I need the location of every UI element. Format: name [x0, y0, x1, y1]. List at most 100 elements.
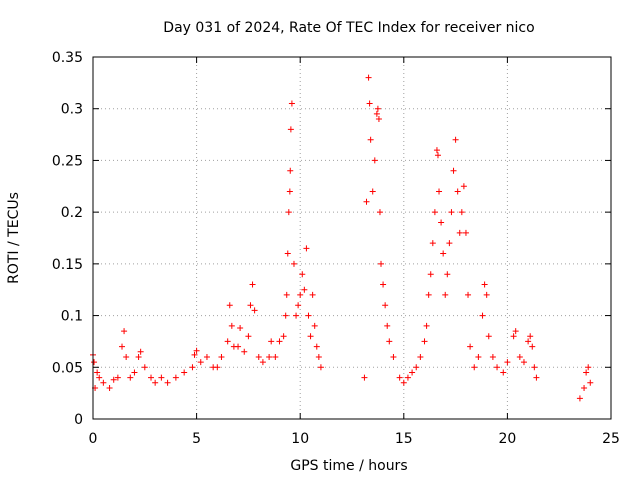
- data-point: [421, 338, 428, 345]
- data-point: [282, 312, 289, 319]
- data-point: [313, 343, 320, 350]
- data-point: [479, 312, 486, 319]
- data-point: [475, 353, 482, 360]
- data-point: [135, 353, 142, 360]
- data-point: [460, 183, 467, 190]
- data-point: [288, 100, 295, 107]
- data-point: [431, 209, 438, 216]
- data-point: [436, 188, 443, 195]
- data-point: [123, 353, 130, 360]
- data-point: [485, 333, 492, 340]
- data-point: [527, 333, 534, 340]
- data-point: [444, 271, 451, 278]
- data-point: [587, 379, 594, 386]
- data-point: [404, 374, 411, 381]
- data-points: [90, 74, 594, 402]
- data-point: [369, 188, 376, 195]
- data-point: [448, 209, 455, 216]
- data-point: [483, 291, 490, 298]
- data-point: [489, 353, 496, 360]
- data-point: [529, 343, 536, 350]
- data-point: [287, 126, 294, 133]
- y-tick-label: 0.25: [52, 153, 83, 169]
- data-point: [158, 374, 165, 381]
- data-point: [224, 338, 231, 345]
- y-tick-labels: 0 0.05 0.1 0.15 0.2 0.25 0.3 0.35: [52, 50, 83, 428]
- data-point: [581, 384, 588, 391]
- data-point: [114, 374, 121, 381]
- data-point: [467, 343, 474, 350]
- data-point: [287, 167, 294, 174]
- data-point: [285, 209, 292, 216]
- data-point: [315, 353, 322, 360]
- data-point: [380, 281, 387, 288]
- data-point: [191, 351, 198, 358]
- data-point: [440, 250, 447, 257]
- x-tick-label: 25: [602, 431, 620, 447]
- data-point: [458, 209, 465, 216]
- data-point: [235, 343, 242, 350]
- data-point: [367, 136, 374, 143]
- grid-lines: [93, 57, 611, 419]
- data-point: [375, 116, 382, 123]
- data-point: [286, 188, 293, 195]
- data-point: [423, 322, 430, 329]
- data-point: [386, 338, 393, 345]
- data-point: [307, 333, 314, 340]
- data-point: [373, 110, 380, 117]
- data-point: [247, 302, 254, 309]
- data-point: [228, 322, 235, 329]
- x-tick-labels: 0 5 10 15 20 25: [89, 431, 620, 447]
- chart-title: Day 031 of 2024, Rate Of TEC Index for r…: [163, 20, 534, 36]
- axis-ticks: [92, 56, 612, 420]
- data-point: [374, 105, 381, 112]
- y-tick-label: 0.35: [52, 50, 83, 66]
- data-point: [203, 353, 210, 360]
- data-point: [141, 364, 148, 371]
- data-point: [396, 374, 403, 381]
- y-tick-label: 0.3: [61, 102, 83, 118]
- data-point: [91, 359, 98, 366]
- data-point: [376, 209, 383, 216]
- data-point: [276, 338, 283, 345]
- data-point: [417, 353, 424, 360]
- data-point: [433, 147, 440, 154]
- data-point: [137, 348, 144, 355]
- data-point: [237, 324, 244, 331]
- data-point: [110, 376, 117, 383]
- data-point: [585, 364, 592, 371]
- data-point: [249, 281, 256, 288]
- data-point: [280, 333, 287, 340]
- data-point: [241, 348, 248, 355]
- plot-frame: [92, 56, 612, 420]
- data-point: [297, 291, 304, 298]
- data-point: [268, 338, 275, 345]
- data-point: [363, 198, 370, 205]
- data-point: [520, 359, 527, 366]
- data-point: [193, 347, 200, 354]
- data-point: [516, 353, 523, 360]
- data-point: [96, 374, 103, 381]
- data-point: [384, 322, 391, 329]
- data-point: [305, 312, 312, 319]
- data-point: [100, 379, 107, 386]
- data-point: [119, 343, 126, 350]
- data-point: [471, 364, 478, 371]
- y-tick-label: 0.05: [52, 360, 83, 376]
- data-point: [295, 302, 302, 309]
- data-point: [427, 271, 434, 278]
- data-point: [382, 302, 389, 309]
- data-point: [456, 229, 463, 236]
- data-point: [303, 245, 310, 252]
- data-point: [366, 100, 373, 107]
- data-point: [189, 364, 196, 371]
- data-point: [365, 74, 372, 81]
- data-point: [525, 338, 532, 345]
- data-point: [400, 379, 407, 386]
- data-point: [438, 219, 445, 226]
- data-point: [481, 281, 488, 288]
- data-point: [293, 312, 300, 319]
- data-point: [311, 322, 318, 329]
- x-tick-label: 0: [89, 431, 98, 447]
